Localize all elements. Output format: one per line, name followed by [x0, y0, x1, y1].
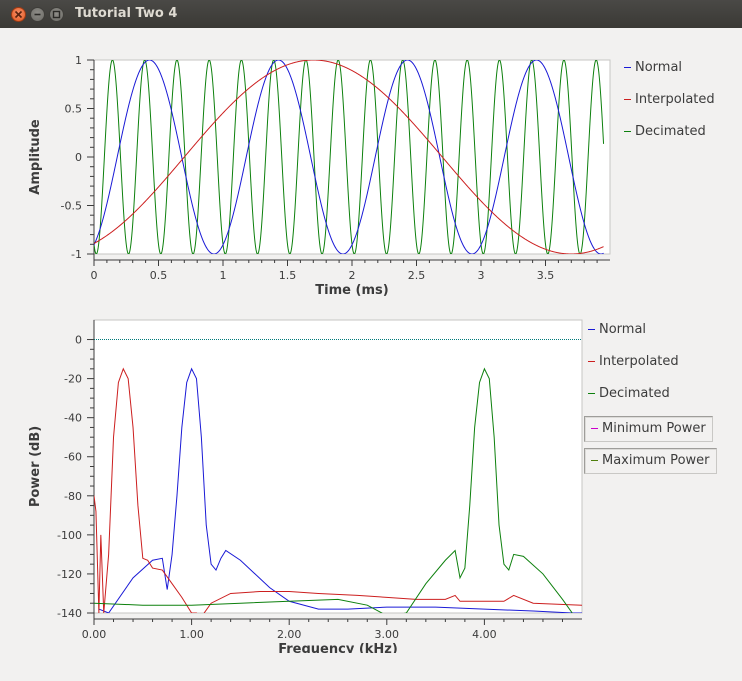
maximize-icon: [52, 10, 61, 19]
x-tick-label: 2: [349, 269, 356, 282]
legend-label: Interpolated: [635, 92, 715, 107]
x-tick-label: 4.00: [472, 628, 497, 641]
y-tick-label: -1: [71, 248, 82, 261]
legend-swatch: [591, 460, 598, 461]
legend-item-normal[interactable]: Normal: [584, 320, 717, 352]
legend-swatch: [588, 329, 595, 330]
y-tick-label: 1: [75, 54, 82, 67]
x-tick-label: 1.5: [279, 269, 297, 282]
y-tick-label: -0.5: [61, 200, 82, 213]
legend-label: Interpolated: [599, 354, 679, 369]
window-content: 0 0.5 1 1.5 2 2.5 3 3.5 1 0.5 0 -0.5 -1 Time (ms) Ampl…: [0, 28, 742, 681]
x-tick-label: 2.5: [408, 269, 426, 282]
x-tick-label: 0.00: [82, 628, 107, 641]
legend-swatch: [591, 428, 598, 429]
window-titlebar: Tutorial Two 4: [0, 0, 742, 29]
legend-item-normal[interactable]: Normal: [620, 58, 715, 90]
legend-swatch: [624, 67, 631, 68]
legend-item-minimum-power[interactable]: Minimum Power: [584, 416, 717, 448]
close-icon: [14, 10, 23, 19]
legend-swatch: [624, 99, 631, 100]
x-tick-label: 2.00: [277, 628, 302, 641]
legend-label: Decimated: [599, 386, 670, 401]
time-plot-legend: Normal Interpolated Decimated: [620, 58, 715, 154]
y-tick-label: -140: [57, 607, 82, 620]
frequency-plot-legend: Normal Interpolated Decimated Minimum Power…: [584, 320, 717, 480]
legend-swatch: [588, 393, 595, 394]
y-tick-label: 0: [75, 334, 82, 347]
y-axis-title: Power (dB): [28, 426, 43, 507]
y-tick-label: -60: [64, 451, 82, 464]
plot-canvas: [93, 319, 583, 614]
legend-label: Maximum Power: [602, 453, 710, 468]
x-tick-label: 0.5: [150, 269, 168, 282]
legend-item-interpolated[interactable]: Interpolated: [620, 90, 715, 122]
close-window-button[interactable]: [11, 7, 26, 22]
legend-item-decimated[interactable]: Decimated: [584, 384, 717, 416]
y-tick-label: 0.5: [65, 103, 83, 116]
time-domain-plot[interactable]: 0 0.5 1 1.5 2 2.5 3 3.5 1 0.5 0 -0.5 -1 Time (ms) Ampl…: [0, 28, 742, 328]
y-tick-label: -120: [57, 568, 82, 581]
legend-item-interpolated[interactable]: Interpolated: [584, 352, 717, 384]
x-tick-label: 1: [220, 269, 227, 282]
x-tick-label: 3.00: [375, 628, 400, 641]
series-interpolated-line: [94, 367, 582, 613]
series-interpolated-line: [94, 60, 604, 254]
series-normal-line: [94, 60, 604, 254]
maximize-window-button[interactable]: [49, 7, 64, 22]
y-tick-label: -20: [64, 373, 82, 386]
x-tick-label: 3: [478, 269, 485, 282]
x-axis-title: Frequency (kHz): [278, 642, 398, 653]
legend-label: Normal: [599, 322, 647, 337]
minimize-icon: [34, 13, 41, 16]
y-tick-label: 0: [75, 151, 82, 164]
y-axis-title: Amplitude: [28, 119, 43, 195]
legend-label: Minimum Power: [602, 421, 706, 436]
y-tick-label: -80: [64, 490, 82, 503]
x-axis-title: Time (ms): [315, 283, 388, 298]
plot-canvas: [93, 59, 611, 255]
frequency-domain-plot[interactable]: 0.00 1.00 2.00 3.00 4.00 0 -20 -40 -60 -80 -100 -12…: [0, 313, 742, 653]
x-tick-label: 3.5: [537, 269, 555, 282]
y-tick-label: -100: [57, 529, 82, 542]
series-decimated-line: [94, 367, 573, 613]
legend-item-maximum-power[interactable]: Maximum Power: [584, 448, 717, 480]
legend-item-decimated[interactable]: Decimated: [620, 122, 715, 154]
minimize-window-button[interactable]: [30, 7, 45, 22]
series-decimated-line: [94, 60, 605, 254]
legend-label: Decimated: [635, 124, 706, 139]
window-title: Tutorial Two 4: [75, 6, 178, 21]
x-tick-label: 0: [91, 269, 98, 282]
legend-label: Normal: [635, 60, 683, 75]
x-tick-label: 1.00: [179, 628, 204, 641]
y-tick-label: -40: [64, 412, 82, 425]
legend-swatch: [588, 361, 595, 362]
series-normal-line: [98, 367, 582, 613]
legend-swatch: [624, 131, 631, 132]
